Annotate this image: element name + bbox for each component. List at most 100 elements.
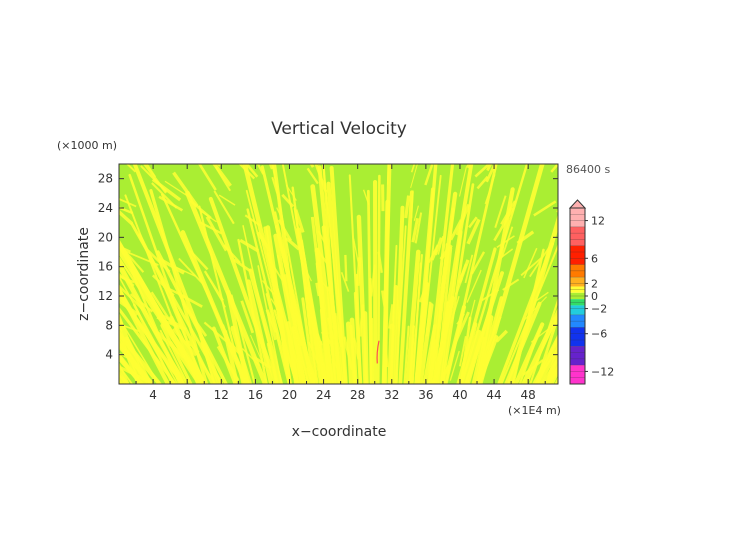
field-streak: [345, 255, 346, 281]
field-stripe: [625, 325, 649, 384]
y-axis-label: z−coordinate: [76, 227, 92, 321]
field-stripe: [0, 153, 111, 384]
colorbar-tick-label: −12: [591, 365, 614, 378]
x-tick-label: 20: [282, 388, 297, 402]
colorbar-swatch: [570, 346, 585, 365]
y-unit-label: (×1000 m): [57, 139, 117, 152]
x-tick-label: 28: [350, 388, 365, 402]
field-streak: [312, 148, 319, 166]
colorbar-swatch: [570, 208, 585, 227]
field-stripe: [622, 179, 712, 384]
field-stripe: [0, 221, 51, 384]
x-tick-label: 32: [384, 388, 399, 402]
field-stripe: [50, 315, 88, 384]
field-stripe: [0, 208, 68, 384]
field-stripe: [593, 179, 704, 384]
field-stripe: [619, 248, 718, 384]
field-stripe: [614, 337, 645, 384]
x-tick-label: 40: [452, 388, 467, 402]
field-stripe: [627, 340, 656, 384]
field-stripe: [594, 195, 741, 384]
field-stripe: [0, 315, 51, 384]
colorbar-swatch: [570, 246, 585, 265]
field-stripe: [0, 226, 119, 384]
field-stripe: [624, 291, 712, 384]
x-tick-label: 12: [214, 388, 229, 402]
x-unit-label: (×1E4 m): [508, 404, 561, 417]
colorbar-swatch: [570, 327, 585, 346]
field-stripe: [0, 245, 73, 384]
colorbar-tick-label: −2: [591, 303, 607, 316]
x-tick-label: 48: [521, 388, 536, 402]
field-stripe: [0, 275, 70, 384]
field-stripe: [0, 251, 70, 384]
colorbar-tick-label: 6: [591, 252, 598, 265]
y-tick-label: 12: [98, 289, 113, 303]
field-stripe: [621, 322, 655, 384]
field-stripe: [0, 219, 41, 384]
field-stripe: [0, 252, 39, 384]
field-stripe: [16, 298, 78, 384]
x-tick-label: 36: [418, 388, 433, 402]
y-tick-label: 16: [98, 260, 113, 274]
field-stripe: [618, 158, 752, 384]
chart-title: Vertical Velocity: [271, 119, 407, 139]
field-stripe: [616, 247, 676, 384]
colorbar-swatch: [570, 365, 585, 384]
x-tick-label: 8: [183, 388, 191, 402]
field-stripe: [68, 324, 106, 384]
field-stripe: [607, 204, 705, 384]
field-streak: [398, 300, 399, 328]
field-stripe: [0, 228, 54, 384]
field-stripe: [0, 190, 42, 384]
x-tick-label: 44: [486, 388, 501, 402]
field-stripe: [0, 146, 65, 384]
colorbar-tick-label: −6: [591, 328, 607, 341]
y-tick-label: 28: [98, 172, 113, 186]
field-stripe: [38, 313, 82, 384]
field-stripe: [0, 203, 57, 384]
field-stripe: [0, 182, 111, 384]
field-stripe: [590, 186, 717, 384]
y-tick-label: 4: [105, 348, 113, 362]
field-stripe: [623, 319, 655, 384]
field-stripe: [611, 256, 681, 384]
y-tick-label: 24: [98, 201, 113, 215]
field-stripe: [0, 165, 114, 384]
colorbar-swatch: [570, 277, 585, 286]
time-label: 86400 s: [566, 163, 610, 176]
field-stripe: [0, 205, 46, 384]
field-stripe: [0, 185, 120, 384]
field-stripe: [615, 277, 691, 384]
x-tick-label: 24: [316, 388, 331, 402]
x-tick-label: 4: [149, 388, 157, 402]
field-stripe: [619, 298, 695, 384]
x-axis-label: x−coordinate: [292, 424, 387, 440]
field-stripe: [608, 167, 723, 384]
colorbar-tick-label: 0: [591, 290, 598, 303]
field-stripe: [34, 258, 111, 384]
field-stripe: [378, 176, 379, 384]
y-tick-label: 8: [105, 318, 113, 332]
colorbar: 12 6 20−2 −6 −12: [570, 200, 614, 384]
colorbar-tick-label: 2: [591, 277, 598, 290]
x-tick-label: 16: [248, 388, 263, 402]
field-stripe: [47, 325, 81, 384]
colorbar-swatch: [570, 227, 585, 246]
field-stripe: [548, 183, 673, 384]
field-stripe: [16, 186, 118, 384]
field-stripe: [633, 154, 752, 384]
field-streak: [203, 150, 220, 166]
field-stripe: [26, 327, 85, 384]
field-stripe: [0, 203, 54, 384]
field-stripe: [2, 320, 47, 384]
y-tick-label: 20: [98, 230, 113, 244]
field-stripe: [608, 325, 653, 384]
colorbar-swatch: [570, 305, 585, 314]
field-stripe: [583, 157, 679, 384]
field-stripe: [625, 200, 737, 384]
colorbar-extend-arrow: [570, 200, 585, 208]
colorbar-tick-label: 12: [591, 215, 605, 228]
